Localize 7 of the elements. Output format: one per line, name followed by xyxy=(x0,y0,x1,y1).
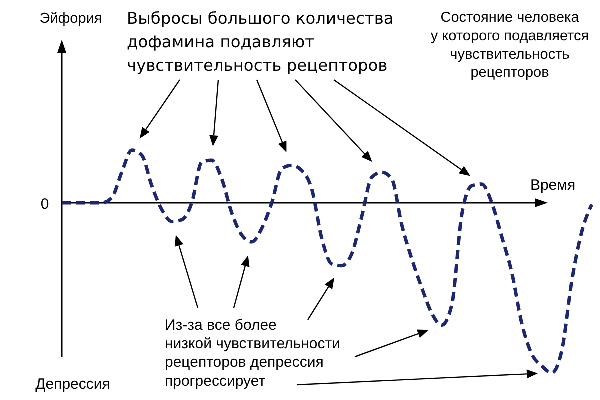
text: Эйфория xyxy=(40,11,102,27)
text: Состояние человека у которого подавляется чувствительность рецепторов xyxy=(430,10,590,82)
text: Выбросы большого количества дофамина подавляют чувствительность рецепторов xyxy=(127,9,394,75)
text: Депрессия xyxy=(36,376,110,393)
text: 0 xyxy=(40,196,50,213)
annotation: Из-за все более низкой чувствительности рецепторов депрессия прогрессирует xyxy=(165,317,340,390)
x-axis-title: Время xyxy=(530,177,576,194)
